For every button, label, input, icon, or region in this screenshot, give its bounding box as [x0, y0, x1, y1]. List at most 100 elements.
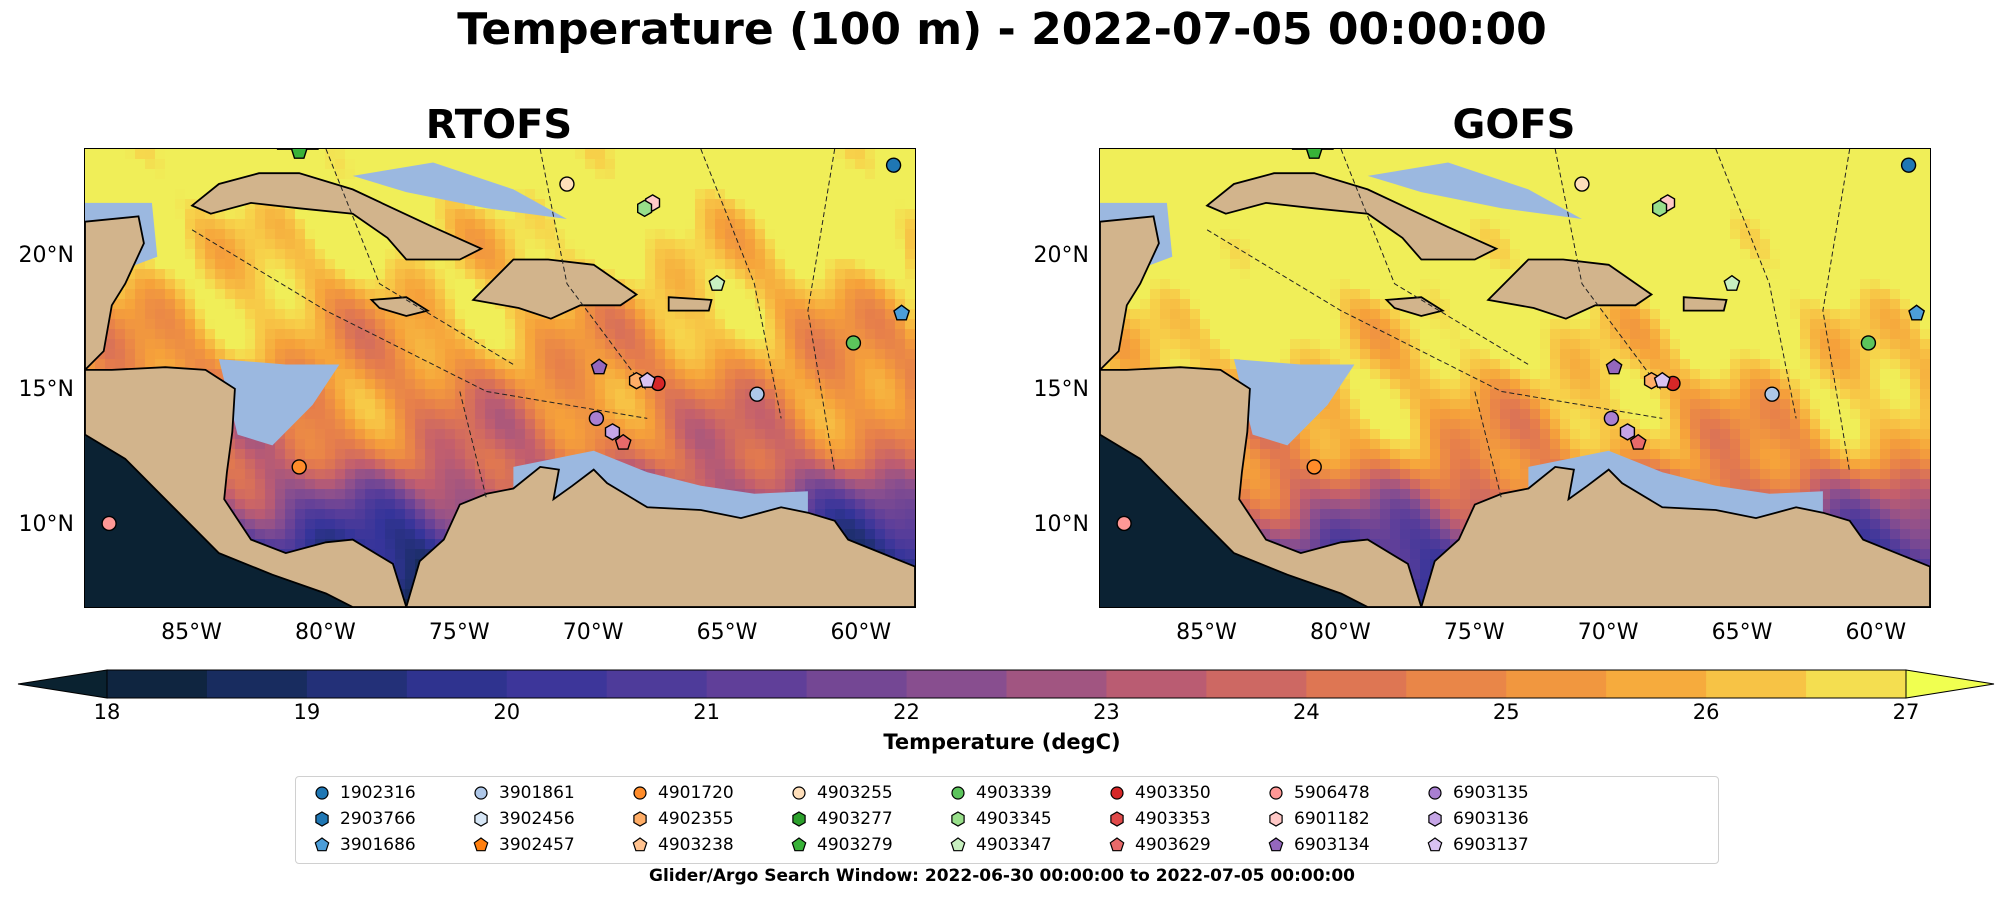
eez-boundary	[1554, 149, 1663, 392]
legend-label: 3902457	[499, 835, 575, 855]
circle-marker-icon	[1110, 786, 1124, 800]
float-marker-6903136[interactable]	[1619, 423, 1636, 441]
search-window-text: Glider/Argo Search Window: 2022-06-30 00…	[649, 866, 1355, 886]
legend-label: 4903629	[1135, 835, 1211, 855]
float-marker-1902316[interactable]	[885, 157, 902, 173]
float-marker-4903347[interactable]	[708, 274, 726, 291]
float-marker-5906478[interactable]	[1116, 515, 1132, 532]
float-marker-6903137[interactable]	[638, 371, 656, 388]
colorbar-segment	[606, 670, 708, 698]
legend-entry: 4903350	[1109, 783, 1211, 803]
float-marker-4901720[interactable]	[1306, 459, 1322, 475]
shelf-area	[1233, 359, 1355, 446]
lat-tick-label: 20°N	[18, 242, 74, 268]
land-mass	[369, 296, 430, 317]
colorbar-segment	[506, 670, 608, 698]
float-marker-3901686[interactable]	[1908, 304, 1926, 321]
legend-label: 4903255	[817, 783, 893, 803]
legend-label: 3901861	[499, 783, 575, 803]
pentagon-marker-icon	[1427, 837, 1443, 852]
legend-entry: 4903238	[632, 835, 734, 855]
float-marker-1902316[interactable]	[1900, 157, 1917, 173]
map-canvas	[1100, 149, 1930, 607]
legend-entry: 6903136	[1427, 809, 1529, 829]
colorbar-label: Temperature (degC)	[883, 730, 1121, 754]
legend-entry: 4903347	[950, 835, 1052, 855]
legend-entry: 3901686	[314, 835, 416, 855]
colorbar-tick-label: 26	[1692, 700, 1720, 724]
legend-label: 5906478	[1294, 783, 1370, 803]
float-marker-6903135[interactable]	[1603, 410, 1620, 427]
float-marker-6903137[interactable]	[1653, 371, 1671, 388]
float-marker-4903255[interactable]	[1574, 176, 1590, 192]
float-marker-4903629[interactable]	[1629, 433, 1647, 450]
float-marker-3901861[interactable]	[1764, 386, 1780, 402]
float-marker-4903345[interactable]	[637, 199, 653, 218]
colorbar-tick-label: 23	[1093, 700, 1120, 724]
float-marker-3901861[interactable]	[749, 386, 765, 402]
panel-title-rtofs: RTOFS	[425, 102, 573, 148]
float-marker-4903347[interactable]	[1723, 274, 1741, 291]
legend-label: 4903277	[817, 809, 893, 829]
float-marker-4903345[interactable]	[1652, 199, 1668, 218]
colorbar-segment	[406, 670, 508, 698]
rtofs-map[interactable]	[84, 148, 916, 608]
eez-boundary	[459, 391, 488, 500]
hexagon-marker-icon	[315, 811, 329, 827]
colorbar-tick-label: 20	[493, 700, 521, 724]
legend-label: 4901720	[658, 783, 734, 803]
lat-tick-label: 10°N	[1033, 512, 1089, 538]
legend-label: 4903238	[658, 835, 734, 855]
legend-entry: 4903345	[950, 809, 1052, 829]
colorbar-segment	[1706, 670, 1807, 698]
float-legend: 1902316 2903766 3901686 3901861 3902456 39024…	[295, 776, 1719, 864]
legend-entry: 5906478	[1268, 783, 1370, 803]
legend-label: 6903136	[1453, 809, 1529, 829]
colorbar-segment	[806, 670, 908, 698]
eez-boundary	[807, 149, 836, 473]
lat-tick-label: 20°N	[1033, 242, 1089, 268]
legend-label: 4903353	[1135, 809, 1211, 829]
gofs-map[interactable]	[1099, 148, 1931, 608]
legend-label: 4902355	[658, 809, 734, 829]
float-marker-4903279[interactable]	[1305, 149, 1323, 159]
colorbar	[17, 669, 1995, 699]
float-marker-6903135[interactable]	[588, 410, 605, 427]
float-marker-4903629[interactable]	[614, 433, 632, 450]
legend-label: 4903279	[817, 835, 893, 855]
figure-title: Temperature (100 m) - 2022-07-05 00:00:0…	[457, 4, 1547, 55]
pentagon-marker-icon	[473, 837, 489, 852]
legend-entry: 4901720	[632, 783, 734, 803]
legend-entry: 4903277	[791, 809, 893, 829]
eez-boundary	[325, 149, 514, 365]
legend-entry: 2903766	[314, 809, 416, 829]
land-mass	[190, 172, 484, 261]
colorbar-extend-high	[1905, 669, 1995, 699]
colorbar-tick-label: 25	[1492, 700, 1520, 724]
circle-marker-icon	[792, 786, 806, 800]
float-marker-6903136[interactable]	[604, 423, 621, 441]
float-marker-6903134[interactable]	[1605, 358, 1623, 375]
lon-tick-label: 60°W	[1845, 620, 1907, 645]
float-marker-3901686[interactable]	[893, 304, 911, 321]
float-marker-5906478[interactable]	[101, 515, 117, 532]
colorbar-segment	[1306, 670, 1407, 698]
float-marker-6903134[interactable]	[590, 358, 608, 375]
float-marker-4903279[interactable]	[290, 149, 308, 159]
colorbar-tick-label: 22	[893, 700, 920, 724]
legend-entry: 4903629	[1109, 835, 1211, 855]
float-marker-4903339[interactable]	[845, 335, 862, 351]
eez-boundary	[700, 149, 782, 419]
colorbar-outline	[106, 669, 1907, 699]
float-marker-4903339[interactable]	[1860, 335, 1877, 351]
colorbar-tick-label: 18	[93, 700, 121, 724]
colorbar-segment	[1806, 670, 1907, 698]
lon-tick-label: 80°W	[1309, 620, 1371, 645]
lon-tick-label: 75°W	[428, 620, 490, 645]
lat-tick-label: 15°N	[18, 377, 74, 403]
lon-tick-label: 80°W	[294, 620, 356, 645]
colorbar-segment	[306, 670, 408, 698]
float-marker-4901720[interactable]	[291, 459, 307, 475]
float-marker-4903255[interactable]	[559, 176, 575, 192]
lat-tick-label: 15°N	[1033, 377, 1089, 403]
